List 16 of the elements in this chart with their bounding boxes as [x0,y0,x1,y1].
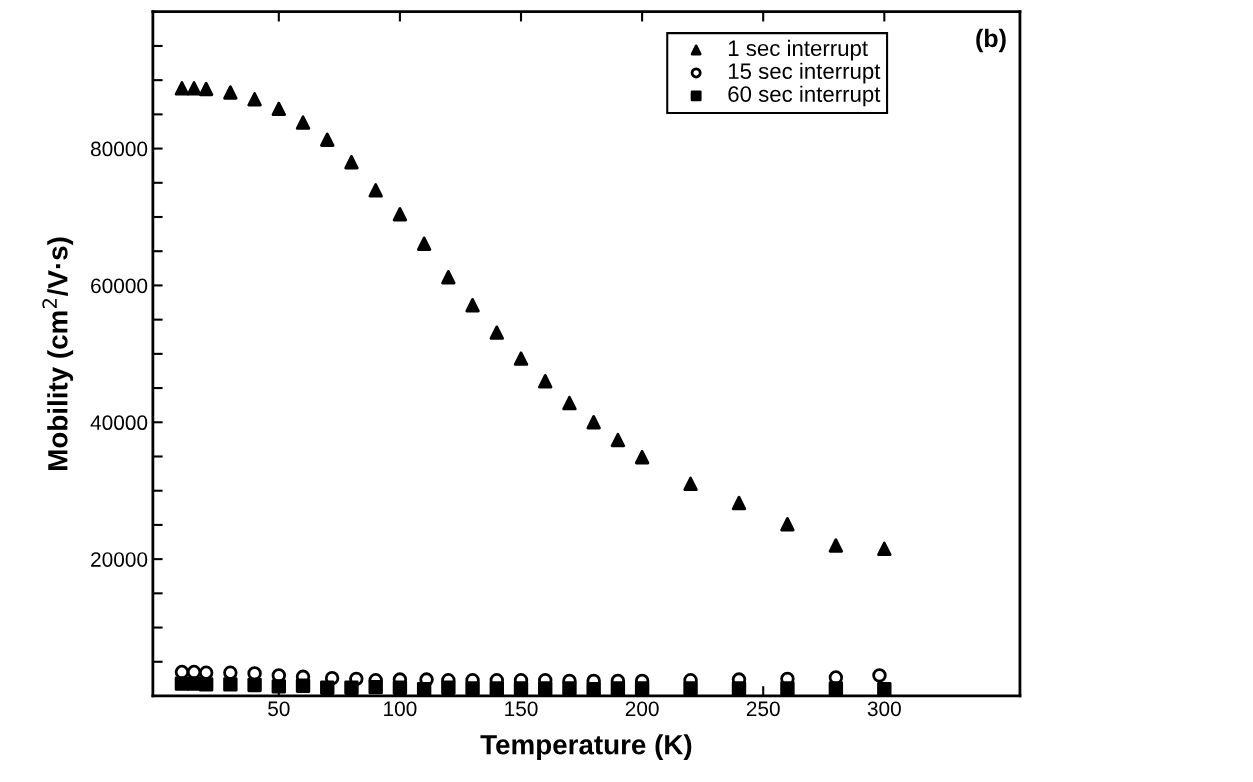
x-tick-label: 150 [505,701,538,717]
x-tick-label: 100 [384,701,417,717]
legend-label: 1 sec interrupt [728,39,868,61]
y-tick-label: 40000 [90,415,148,431]
legend-label: 15 sec interrupt [728,62,881,84]
x-tick-label: 200 [625,701,659,717]
x-axis-title: Temperature (K) [480,734,692,761]
y-tick-label: 80000 [90,141,148,157]
y-axis-title: Mobility (cm$^{2}$/V·s) [42,237,74,470]
x-tick-label: 50 [268,701,290,717]
x-tick-label: 250 [746,701,780,717]
y-tick-label: 60000 [91,278,148,294]
annotation: (b) [976,28,1006,53]
legend-label: 60 sec interrupt [728,85,881,107]
x-tick-label: 300 [867,701,901,717]
y-tick-label: 20000 [91,552,148,567]
